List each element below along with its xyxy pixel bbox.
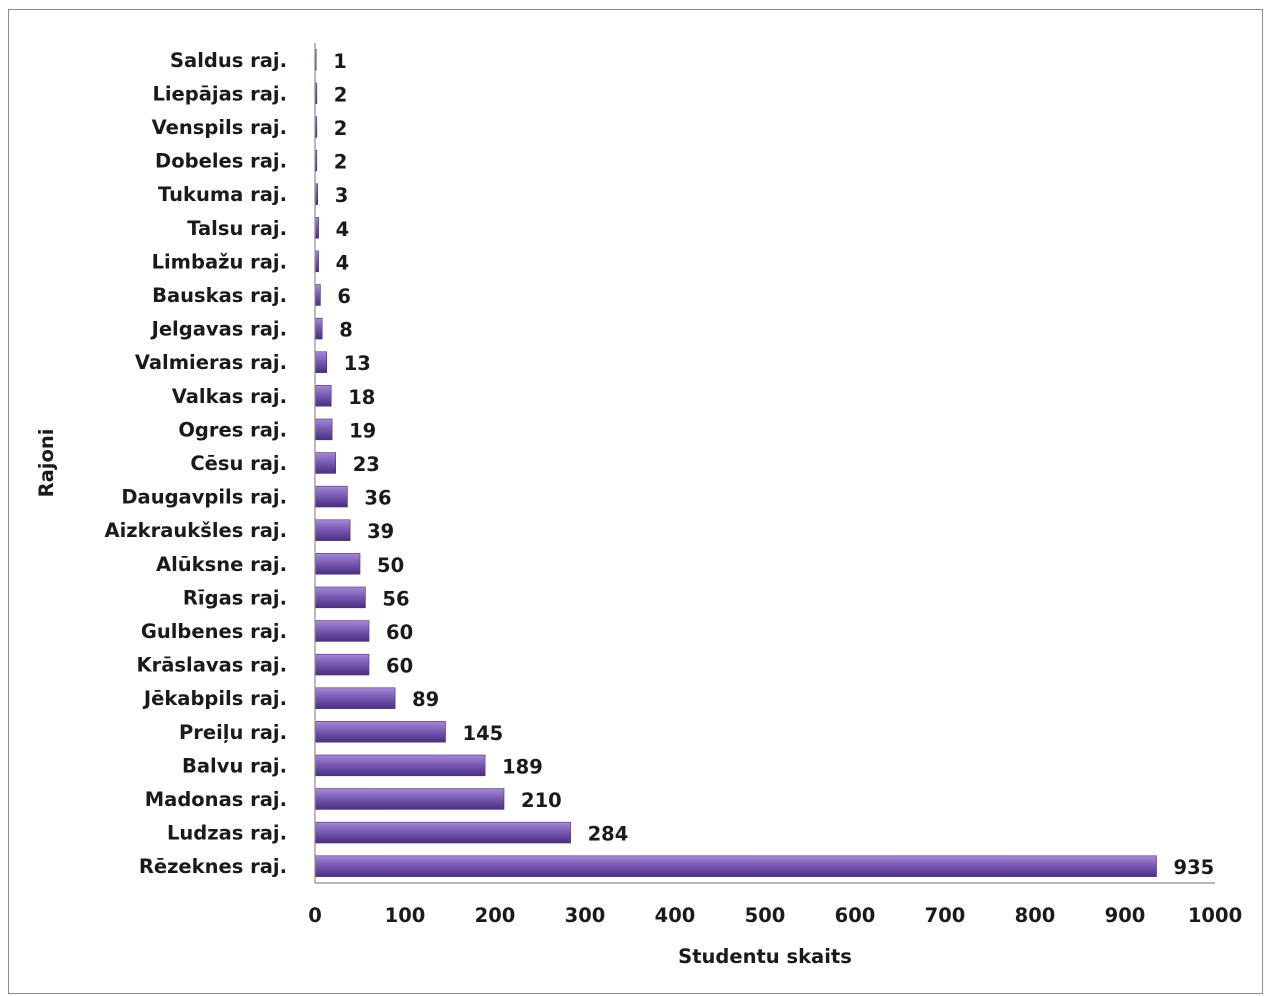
bar <box>314 821 571 844</box>
category-label: Talsu raj. <box>187 217 287 240</box>
data-label: 4 <box>336 251 350 274</box>
data-label: 4 <box>336 218 350 241</box>
bar <box>314 754 486 777</box>
bar-chart: Saldus raj. Liepājas raj. Venspils raj. Dob… <box>35 43 1242 968</box>
category-label: Saldus raj. <box>170 49 287 72</box>
x-tick-label: 900 <box>1105 904 1146 927</box>
category-label: Rīgas raj. <box>183 586 287 609</box>
y-axis-title: Rajoni <box>35 429 58 498</box>
x-tick-labels: 0 100 200 300 400 500 600 700 800 900 1000 <box>308 904 1242 927</box>
data-label: 189 <box>502 755 543 778</box>
x-tick-label: 800 <box>1015 904 1056 927</box>
bar <box>314 855 1157 877</box>
data-label: 3 <box>335 184 349 207</box>
category-label: Balvu raj. <box>182 754 287 777</box>
bar <box>314 586 366 609</box>
category-label: Ludzas raj. <box>167 822 287 845</box>
data-label: 2 <box>334 117 348 140</box>
data-label: 284 <box>588 823 629 846</box>
x-tick-label: 600 <box>835 904 876 927</box>
data-label: 935 <box>1174 856 1215 879</box>
bar <box>314 418 333 441</box>
x-tick-label: 1000 <box>1188 904 1242 927</box>
category-label: Venspils raj. <box>152 116 287 139</box>
category-label: Tukuma raj. <box>158 183 287 206</box>
bar <box>314 385 332 407</box>
bar <box>314 284 321 306</box>
category-label: Ogres raj. <box>178 418 287 441</box>
bar <box>314 620 370 642</box>
x-axis-title: Studentu skaits <box>678 945 852 968</box>
data-label: 60 <box>386 655 413 678</box>
bars-group <box>314 49 1157 877</box>
x-tick-label: 0 <box>308 904 322 927</box>
x-tick-label: 500 <box>745 904 786 927</box>
axes <box>314 43 1215 884</box>
category-labels: Saldus raj. Liepājas raj. Venspils raj. Dob… <box>105 49 288 878</box>
bar <box>314 788 505 810</box>
bar <box>314 653 370 676</box>
data-label: 2 <box>334 151 348 174</box>
data-label: 56 <box>382 587 409 610</box>
bar <box>314 452 337 474</box>
category-label: Bauskas raj. <box>152 284 287 307</box>
data-label: 8 <box>339 319 353 342</box>
chart-frame: Saldus raj. Liepājas raj. Venspils raj. Dob… <box>8 9 1263 994</box>
data-label: 36 <box>364 487 391 510</box>
category-label: Alūksne raj. <box>156 553 287 576</box>
x-tick-label: 300 <box>565 904 606 927</box>
category-label: Aizkraukšles raj. <box>105 519 288 542</box>
category-label: Liepājas raj. <box>152 82 287 105</box>
x-tick-label: 100 <box>385 904 426 927</box>
data-labels: 1222344681318192336395056606089145189210… <box>333 50 1214 879</box>
category-label: Madonas raj. <box>145 788 287 811</box>
category-label: Valkas raj. <box>172 385 287 408</box>
category-label: Cēsu raj. <box>190 452 287 475</box>
category-label: Preiļu raj. <box>179 721 287 744</box>
category-label: Rēzeknes raj. <box>139 855 287 878</box>
bar <box>314 485 348 508</box>
category-label: Limbažu raj. <box>152 250 287 273</box>
category-label: Krāslavas raj. <box>137 654 287 677</box>
category-label: Jelgavas raj. <box>150 318 287 341</box>
category-label: Jēkabpils raj. <box>142 687 287 710</box>
category-label: Valmieras raj. <box>135 351 287 374</box>
bar <box>314 351 327 373</box>
data-label: 1 <box>333 50 347 73</box>
data-label: 19 <box>349 419 376 442</box>
data-label: 210 <box>521 789 562 812</box>
x-tick-label: 400 <box>655 904 696 927</box>
category-label: Dobeles raj. <box>155 150 287 173</box>
data-label: 50 <box>377 554 404 577</box>
category-label: Gulbenes raj. <box>141 620 287 643</box>
bar <box>314 317 323 340</box>
bar <box>314 519 351 541</box>
data-label: 60 <box>386 621 413 644</box>
category-label: Daugavpils raj. <box>121 486 287 509</box>
bar <box>314 721 446 743</box>
data-label: 145 <box>463 722 504 745</box>
data-label: 13 <box>344 352 371 375</box>
x-tick-label: 700 <box>925 904 966 927</box>
data-label: 6 <box>337 285 351 308</box>
data-label: 18 <box>348 386 375 409</box>
data-label: 89 <box>412 688 439 711</box>
data-label: 39 <box>367 520 394 543</box>
bar <box>314 553 361 575</box>
x-tick-label: 200 <box>475 904 516 927</box>
data-label: 23 <box>353 453 380 476</box>
bar <box>314 687 396 709</box>
data-label: 2 <box>334 83 348 106</box>
